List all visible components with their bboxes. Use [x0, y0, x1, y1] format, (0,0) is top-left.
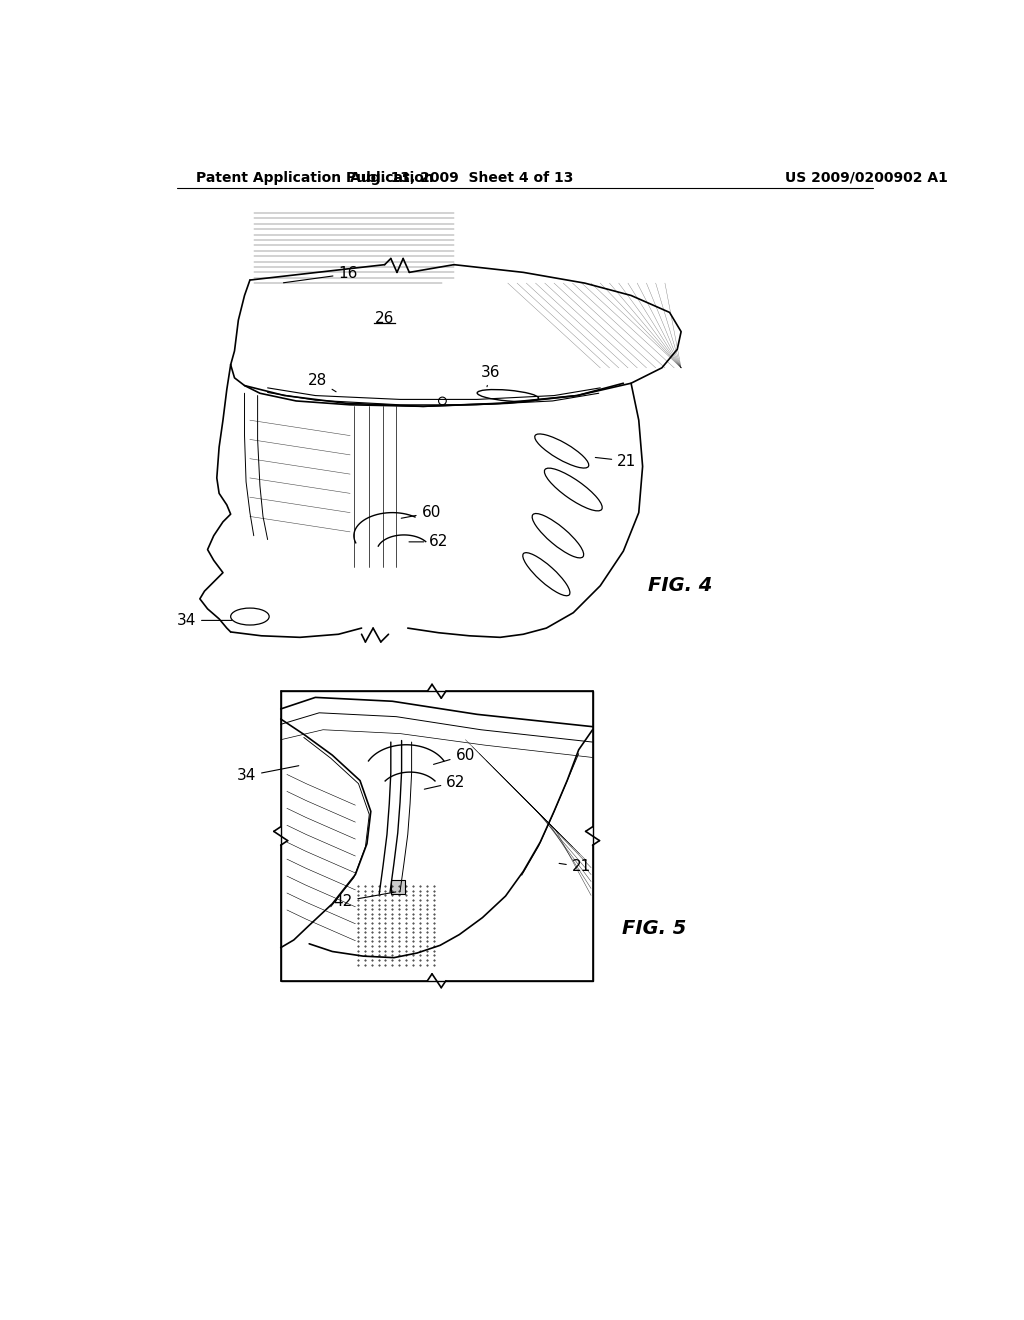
- Text: FIG. 5: FIG. 5: [622, 919, 686, 939]
- Text: 62: 62: [409, 535, 449, 549]
- Text: 16: 16: [284, 267, 357, 282]
- Text: 60: 60: [433, 747, 475, 764]
- Text: Aug. 13, 2009  Sheet 4 of 13: Aug. 13, 2009 Sheet 4 of 13: [350, 170, 573, 185]
- Text: 21: 21: [559, 859, 591, 874]
- Text: 62: 62: [424, 775, 466, 789]
- Text: FIG. 4: FIG. 4: [648, 577, 713, 595]
- Text: US 2009/0200902 A1: US 2009/0200902 A1: [785, 170, 948, 185]
- Text: 34: 34: [176, 612, 231, 628]
- Text: 34: 34: [237, 766, 299, 784]
- Text: 60: 60: [401, 506, 441, 520]
- Bar: [281, 692, 593, 981]
- Text: 28: 28: [307, 372, 336, 392]
- Text: 21: 21: [595, 454, 637, 469]
- Text: 42: 42: [333, 892, 396, 909]
- Text: 36: 36: [481, 364, 501, 387]
- Text: Patent Application Publication: Patent Application Publication: [196, 170, 434, 185]
- Bar: [391, 880, 404, 894]
- Text: 26: 26: [375, 312, 394, 326]
